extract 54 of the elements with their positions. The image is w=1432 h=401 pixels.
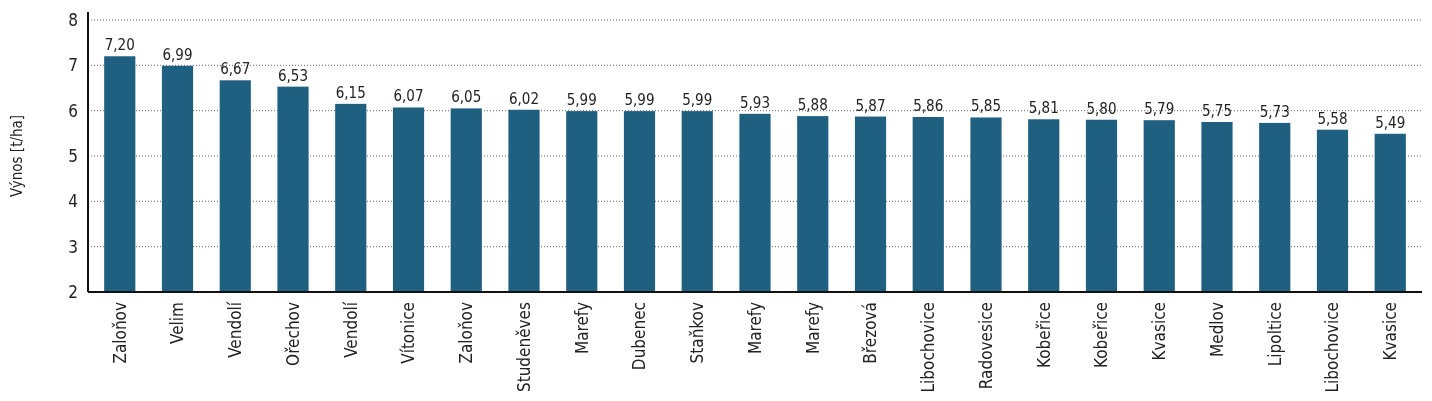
x-tick-label: Vítonice	[398, 302, 419, 364]
data-label: 5,99	[624, 91, 655, 110]
data-label: 5,75	[1201, 102, 1233, 120]
data-label: 5,86	[913, 97, 944, 116]
x-tick-label: Radovesice	[975, 302, 996, 390]
data-label: 5,93	[739, 93, 771, 112]
data-label: 5,88	[797, 96, 828, 115]
x-tick-label: Velim	[167, 302, 188, 344]
x-tick-label: Libochovice	[1322, 302, 1343, 393]
data-label: 6,15	[335, 83, 366, 102]
x-tick-label: Kvasice	[1149, 302, 1170, 361]
x-tick-label: Staňkov	[687, 302, 708, 364]
x-tick-label: Kobeřice	[1033, 302, 1054, 369]
x-tick-label: Studeněves	[513, 301, 534, 393]
y-tick-label: 7	[68, 55, 78, 76]
x-tick-label: Dubenec	[629, 302, 650, 371]
x-tick-label: Zaloňov	[109, 302, 130, 364]
x-tick-label: Ořechov	[282, 302, 303, 366]
x-tick-label: Marefy	[571, 302, 592, 355]
x-tick-label: Marefy	[744, 302, 765, 355]
y-tick-label: 6	[68, 100, 78, 121]
x-tick-label: Lipoltice	[1264, 302, 1285, 367]
data-label: 6,05	[451, 88, 482, 107]
y-tick-label: 4	[68, 191, 78, 212]
x-tick-label: Kvasice	[1380, 302, 1401, 361]
y-tick-label: 3	[68, 236, 78, 257]
data-label: 6,07	[393, 87, 424, 106]
data-label: 7,20	[104, 36, 135, 55]
data-label: 5,81	[1028, 99, 1059, 118]
data-label: 5,85	[970, 97, 1002, 116]
x-tick-label: Zaloňov	[456, 302, 477, 364]
data-label: 5,49	[1375, 113, 1406, 132]
data-label: 5,79	[1144, 100, 1175, 119]
data-label: 6,99	[162, 45, 193, 64]
y-tick-label: 8	[68, 9, 78, 30]
x-tick-label: Medlov	[1206, 302, 1227, 357]
data-label: 6,53	[277, 66, 309, 85]
x-tick-label: Kobeřice	[1091, 302, 1112, 369]
x-tick-label: Březová	[860, 302, 881, 364]
data-label: 5,87	[855, 96, 886, 115]
data-label: 5,73	[1259, 102, 1290, 121]
x-tick-label: Vendolí	[225, 301, 246, 358]
data-label: 6,67	[220, 60, 251, 79]
y-tick-label: 2	[68, 281, 78, 302]
x-tick-label: Libochovice	[918, 302, 939, 393]
data-label: 5,99	[682, 91, 713, 110]
data-label: 5,58	[1317, 109, 1348, 128]
x-tick-label: Marefy	[802, 302, 823, 355]
x-tick-label: Vendolí	[340, 301, 361, 358]
y-axis-title: Výnos [t/ha]	[8, 114, 26, 198]
data-label: 5,80	[1086, 99, 1117, 118]
data-label: 6,02	[508, 89, 540, 108]
data-label: 5,99	[566, 91, 597, 110]
y-tick-label: 5	[68, 145, 78, 166]
